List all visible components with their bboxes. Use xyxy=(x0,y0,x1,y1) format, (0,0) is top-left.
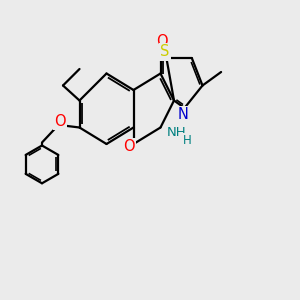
Text: O: O xyxy=(54,114,66,129)
Text: O: O xyxy=(156,34,168,50)
Text: S: S xyxy=(160,44,170,59)
Text: H: H xyxy=(182,134,191,147)
Text: N: N xyxy=(178,107,188,122)
Text: NH: NH xyxy=(167,126,187,140)
Text: O: O xyxy=(123,139,135,154)
